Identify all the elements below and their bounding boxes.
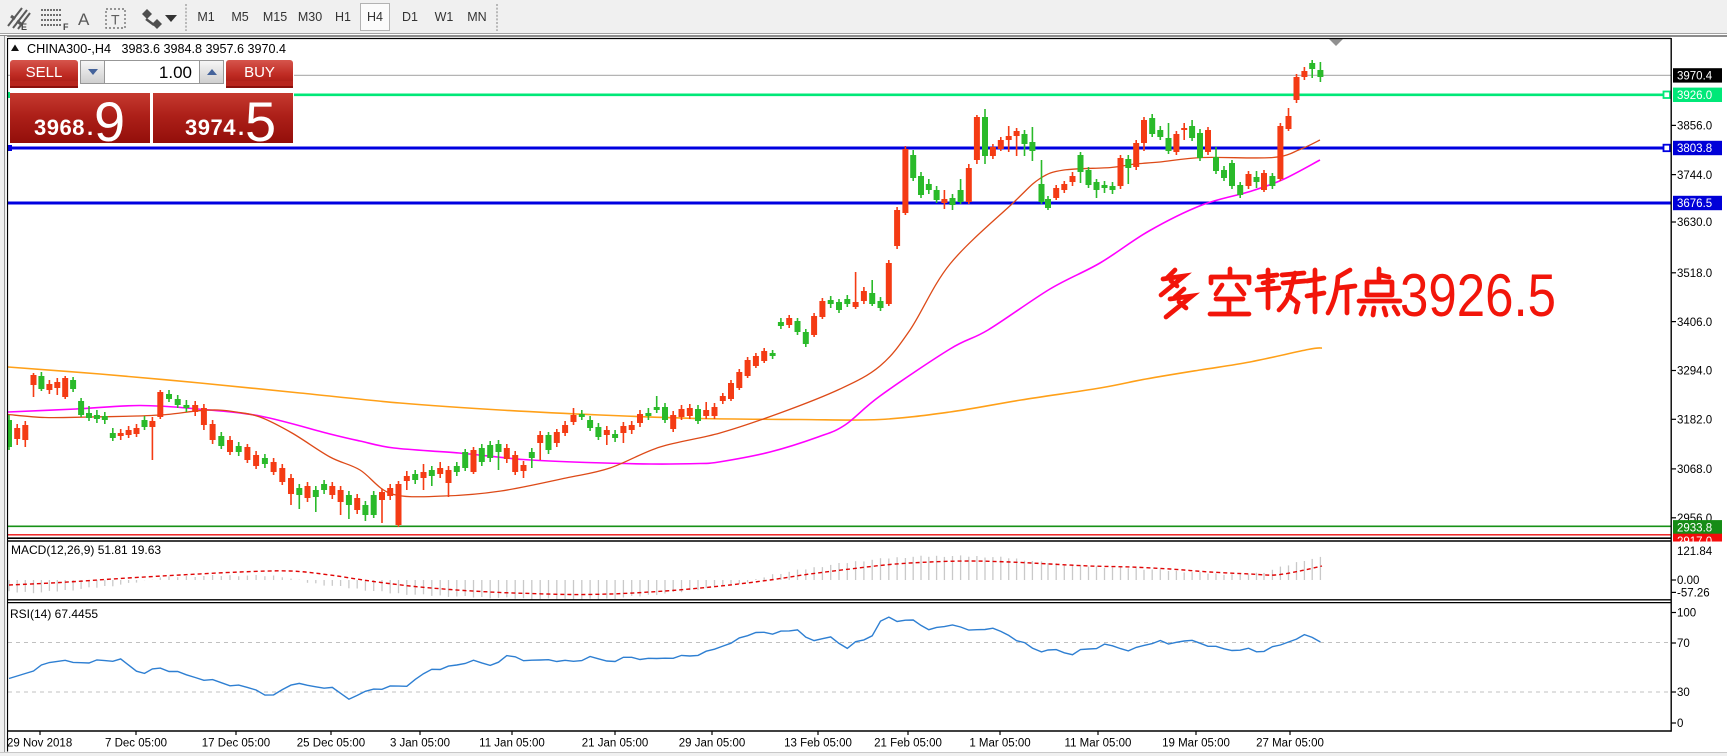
svg-text:19 Mar 05:00: 19 Mar 05:00 xyxy=(1162,738,1230,750)
svg-text:3803.8: 3803.8 xyxy=(1677,143,1712,155)
svg-text:27 Mar 05:00: 27 Mar 05:00 xyxy=(1256,738,1324,750)
svg-text:25 Dec 05:00: 25 Dec 05:00 xyxy=(297,738,365,750)
svg-text:3294.0: 3294.0 xyxy=(1677,366,1712,378)
svg-text:3676.5: 3676.5 xyxy=(1677,198,1712,210)
svg-text:21 Feb 05:00: 21 Feb 05:00 xyxy=(874,738,942,750)
svg-text:3856.0: 3856.0 xyxy=(1677,121,1712,133)
svg-text:17 Dec 05:00: 17 Dec 05:00 xyxy=(202,738,270,750)
svg-text:21 Jan 05:00: 21 Jan 05:00 xyxy=(582,738,649,750)
svg-text:3630.0: 3630.0 xyxy=(1677,217,1712,229)
svg-text:0: 0 xyxy=(1677,718,1683,730)
svg-text:F: F xyxy=(63,22,69,32)
svg-text:13 Feb 05:00: 13 Feb 05:00 xyxy=(784,738,852,750)
svg-text:3926.0: 3926.0 xyxy=(1677,90,1712,102)
svg-text:E: E xyxy=(21,22,27,32)
svg-text:3 Jan 05:00: 3 Jan 05:00 xyxy=(390,738,450,750)
svg-text:3068.0: 3068.0 xyxy=(1677,464,1712,476)
svg-text:1 Mar 05:00: 1 Mar 05:00 xyxy=(969,738,1030,750)
svg-text:11 Mar 05:00: 11 Mar 05:00 xyxy=(1065,738,1132,750)
svg-text:CHINA300-,H4 3983.6 3984.8 3: CHINA300-,H4 3983.6 3984.8 3957.6 3970.4 xyxy=(27,42,286,56)
svg-text:29 Nov 2018: 29 Nov 2018 xyxy=(7,738,72,750)
svg-text:3970.4: 3970.4 xyxy=(1677,71,1713,83)
svg-text:MACD(12,26,9) 51.81 19.63: MACD(12,26,9) 51.81 19.63 xyxy=(11,543,161,557)
svg-text:3744.0: 3744.0 xyxy=(1677,170,1712,182)
svg-text:3926.5: 3926.5 xyxy=(1400,262,1556,329)
svg-text:70: 70 xyxy=(1677,638,1690,650)
svg-text:2917.0: 2917.0 xyxy=(1677,536,1712,548)
svg-text:3518.0: 3518.0 xyxy=(1677,268,1712,280)
svg-text:RSI(14) 67.4455: RSI(14) 67.4455 xyxy=(10,607,98,621)
svg-text:3182.0: 3182.0 xyxy=(1677,415,1712,427)
svg-text:-57.26: -57.26 xyxy=(1677,588,1710,600)
svg-text:T: T xyxy=(111,12,120,28)
svg-text:121.84: 121.84 xyxy=(1677,546,1713,558)
svg-text:A: A xyxy=(78,10,90,29)
svg-text:2933.8: 2933.8 xyxy=(1677,523,1712,535)
svg-text:29 Jan 05:00: 29 Jan 05:00 xyxy=(679,738,746,750)
svg-text:7 Dec 05:00: 7 Dec 05:00 xyxy=(105,738,167,750)
svg-text:100: 100 xyxy=(1677,608,1696,620)
svg-text:3406.0: 3406.0 xyxy=(1677,317,1712,329)
svg-text:0.00: 0.00 xyxy=(1677,575,1699,587)
svg-text:30: 30 xyxy=(1677,687,1690,699)
svg-text:11 Jan 05:00: 11 Jan 05:00 xyxy=(479,738,545,750)
